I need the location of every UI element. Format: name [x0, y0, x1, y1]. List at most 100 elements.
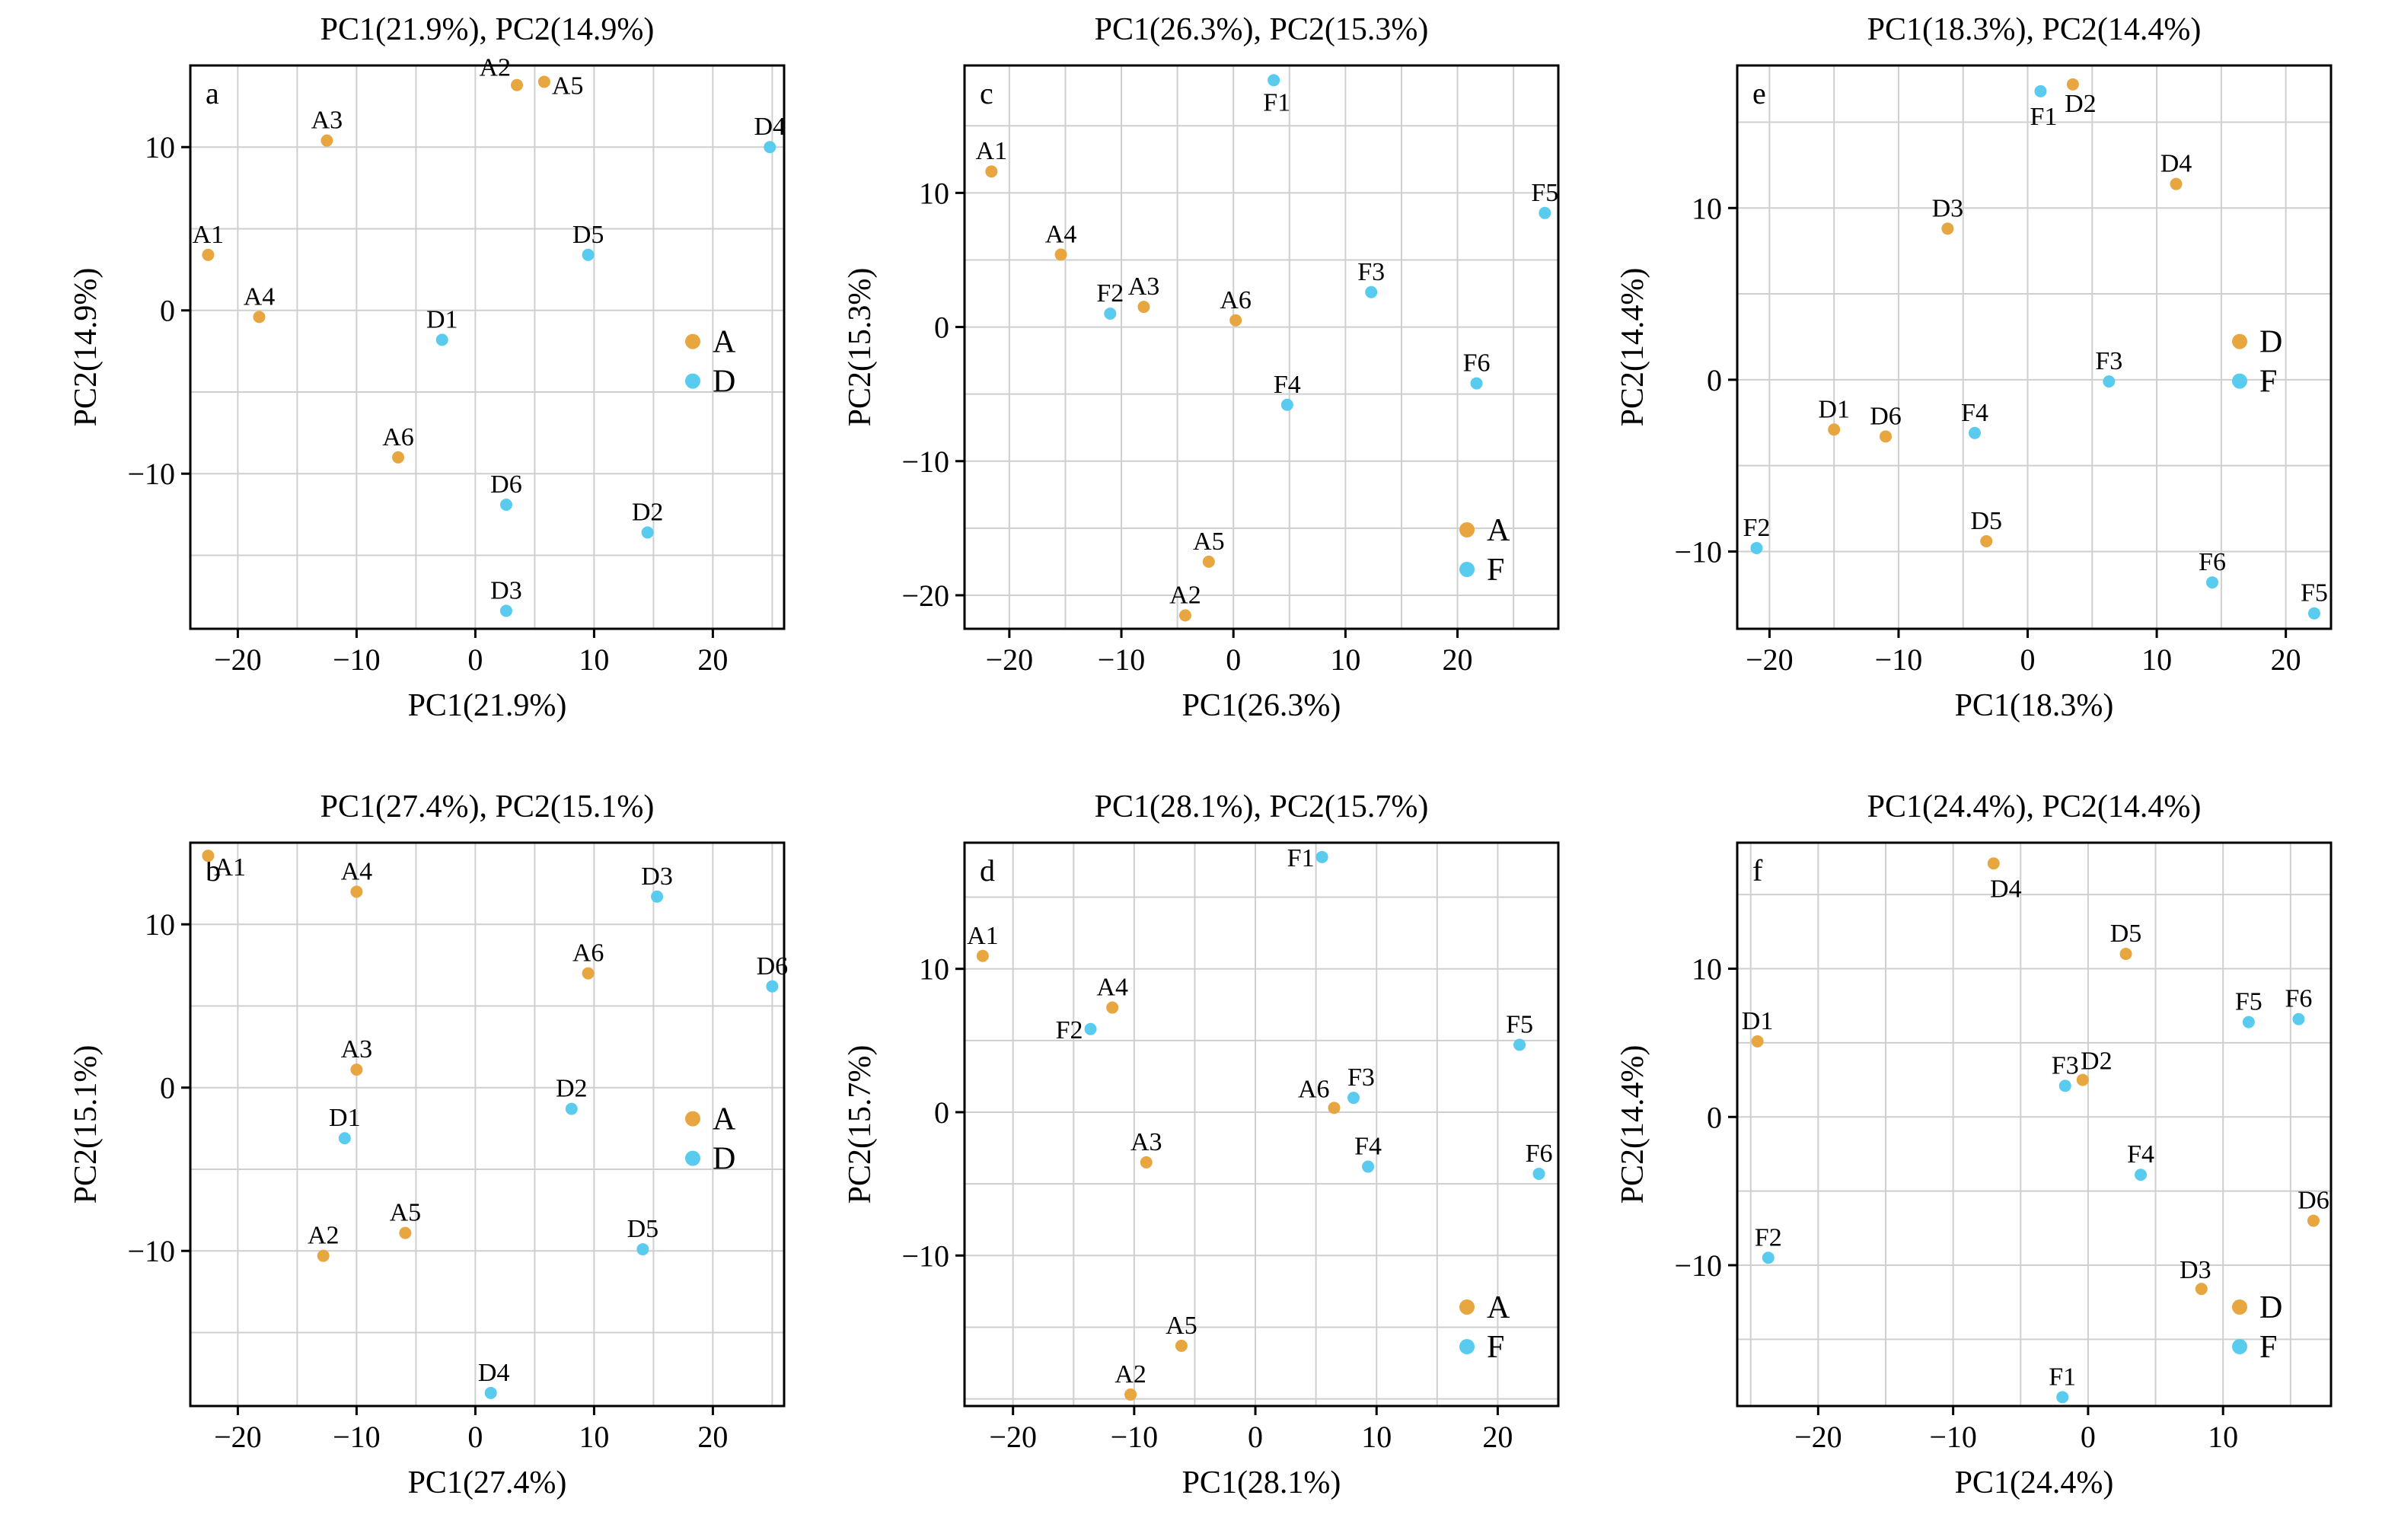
point-label-D1: D1	[1742, 1007, 1774, 1035]
point-label-D6: D6	[757, 952, 789, 980]
legend: AF	[1459, 1290, 1510, 1365]
point-label-A1: A1	[193, 221, 225, 249]
legend-label-A: A	[713, 325, 736, 360]
data-point-A2	[317, 1249, 330, 1262]
point-label-A3: A3	[341, 1035, 373, 1063]
data-point-A4	[253, 311, 266, 324]
point-label-D4: D4	[2160, 150, 2192, 178]
panel-letter: d	[980, 853, 995, 888]
chart-title: PC1(18.3%), PC2(14.4%)	[1867, 12, 2202, 47]
x-tick-label: 0	[467, 1420, 483, 1454]
data-point-A4	[1106, 1001, 1119, 1014]
data-point-F6	[1532, 1167, 1545, 1180]
point-label-F5: F5	[1531, 179, 1558, 207]
data-point-D2	[641, 526, 654, 539]
point-label-F4: F4	[1274, 371, 1301, 399]
legend-label-F: F	[2259, 1330, 2277, 1365]
grid	[1737, 65, 2331, 629]
legend-label-D: D	[2259, 1290, 2282, 1325]
data-point-A2	[1178, 609, 1191, 622]
point-label-A2: A2	[479, 54, 511, 82]
point-label-D1: D1	[426, 305, 458, 333]
data-point-A4	[350, 885, 363, 898]
data-point-F4	[1969, 426, 1981, 439]
point-label-A4: A4	[244, 282, 276, 311]
data-point-D1	[338, 1132, 351, 1145]
y-tick-label: 0	[1707, 1100, 1722, 1134]
point-label-A5: A5	[1166, 1312, 1197, 1340]
chart-title: PC1(21.9%), PC2(14.9%)	[320, 12, 655, 47]
x-tick-label: −10	[333, 1420, 381, 1454]
x-axis-label: PC1(27.4%)	[408, 1465, 567, 1500]
data-point-F5	[1513, 1038, 1526, 1051]
grid	[190, 65, 784, 629]
chart-panel-b: −20 −10 0 10 20 −10 0 10 PC1(27.4%), PC2(15.1%) P…	[69, 789, 788, 1500]
data-point-D4	[1987, 857, 2000, 870]
series-A: A1 A2 A3 A4 A5 A6	[202, 850, 604, 1262]
point-label-A4: A4	[1045, 220, 1077, 248]
y-tick-label: 0	[934, 1095, 949, 1130]
y-tick-label: 10	[145, 130, 175, 164]
point-label-F1: F1	[2049, 1363, 2076, 1391]
point-label-D3: D3	[490, 576, 522, 604]
point-label-A3: A3	[1130, 1128, 1162, 1156]
data-point-F1	[1268, 74, 1280, 87]
x-tick-label: −20	[986, 642, 1034, 677]
point-label-A2: A2	[1169, 581, 1201, 609]
y-tick-label: 0	[1707, 363, 1722, 397]
point-label-A6: A6	[1298, 1075, 1330, 1103]
point-label-D5: D5	[572, 221, 604, 249]
point-label-A6: A6	[572, 939, 604, 968]
x-tick-label: −20	[1794, 1420, 1842, 1454]
legend: DF	[2232, 325, 2282, 400]
data-point-D3	[1941, 222, 1954, 235]
x-tick-label: 10	[2141, 642, 2172, 677]
point-label-F3: F3	[2095, 347, 2122, 375]
y-tick-label: 10	[1692, 191, 1722, 225]
x-tick-label: −20	[214, 642, 262, 677]
point-label-F5: F5	[2301, 579, 2328, 607]
x-tick-label: 0	[2081, 1420, 2096, 1454]
point-label-F3: F3	[1347, 1063, 1375, 1092]
data-point-A2	[511, 78, 523, 91]
point-label-F1: F1	[1287, 844, 1315, 872]
data-point-D6	[766, 980, 779, 993]
x-tick-label: 0	[1248, 1420, 1263, 1454]
data-point-D4	[764, 141, 776, 154]
data-point-D1	[1751, 1035, 1764, 1047]
data-point-A3	[350, 1063, 363, 1076]
series-F: F1 F2 F3 F4 F5 F6	[1743, 84, 2328, 620]
y-axis-label: PC2(15.1%)	[69, 1045, 104, 1204]
data-point-A1	[976, 949, 989, 962]
legend-label-D: D	[713, 1142, 735, 1177]
data-point-A5	[399, 1226, 412, 1239]
x-tick-label: 20	[1443, 642, 1473, 677]
point-label-D6: D6	[490, 470, 522, 499]
x-axis-label: PC1(28.1%)	[1182, 1465, 1341, 1500]
data-point-F2	[1750, 541, 1763, 554]
legend-label-F: F	[1487, 553, 1504, 588]
data-point-F5	[2242, 1016, 2255, 1028]
x-tick-label: −10	[1098, 642, 1146, 677]
legend-label-F: F	[1487, 1330, 1504, 1365]
data-point-D4	[484, 1386, 497, 1399]
legend-label-D: D	[713, 365, 735, 400]
point-label-A3: A3	[311, 107, 343, 135]
data-point-A5	[1202, 555, 1215, 568]
series-D: D1 D2 D3 D4 D5 D6	[1818, 78, 2192, 547]
y-axis-label: PC2(14.4%)	[1615, 268, 1650, 427]
point-label-A2: A2	[1114, 1360, 1146, 1389]
plot-area	[1737, 65, 2331, 629]
data-point-F5	[1539, 206, 1551, 219]
chart-panel-f: −20 −10 0 10 −10 0 10 PC1(24.4%), PC2(14.4%) PC1…	[1615, 789, 2333, 1500]
x-tick-label: 10	[579, 1420, 609, 1454]
legend-label-A: A	[1487, 513, 1510, 548]
legend-marker-A	[1459, 1299, 1475, 1315]
data-point-D1	[1828, 423, 1841, 436]
point-label-D6: D6	[2298, 1187, 2329, 1215]
chart-title: PC1(24.4%), PC2(14.4%)	[1867, 789, 2202, 824]
point-label-F6: F6	[1526, 1140, 1553, 1168]
chart-title: PC1(28.1%), PC2(15.7%)	[1095, 789, 1429, 824]
data-point-F6	[2292, 1012, 2305, 1025]
y-axis-label: PC2(14.9%)	[69, 268, 104, 427]
